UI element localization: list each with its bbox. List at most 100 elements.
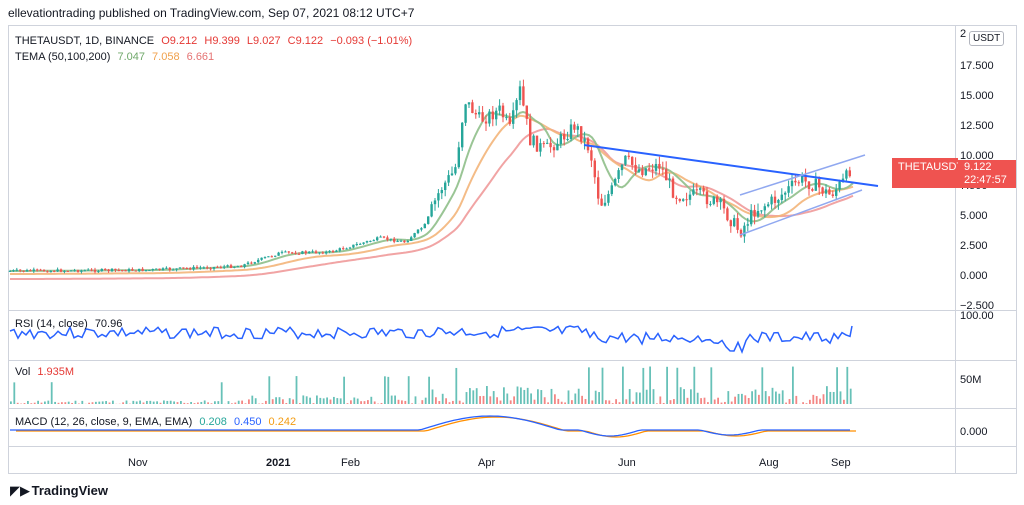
candle-body xyxy=(410,237,413,241)
candle-body xyxy=(206,267,209,269)
volume-bar xyxy=(227,401,230,404)
candle-body xyxy=(685,199,688,201)
price-tick: 2.500 xyxy=(960,240,988,252)
candle-body xyxy=(12,270,15,272)
volume-bar xyxy=(503,387,505,404)
symbol-legend: THETAUSDT, 1D, BINANCE O9.212 H9.399 L9.… xyxy=(15,35,416,47)
candle-body xyxy=(518,86,522,101)
candle-body xyxy=(274,255,277,257)
macd-line xyxy=(10,415,850,437)
candle-body xyxy=(699,188,702,190)
currency-button[interactable]: USDT xyxy=(969,31,1005,46)
volume-bar xyxy=(605,400,607,404)
candle-body xyxy=(552,147,556,151)
volume-bar xyxy=(713,399,716,404)
volume-bar xyxy=(724,401,726,404)
volume-bar xyxy=(445,398,447,404)
candle-body xyxy=(831,194,834,196)
volume-bar xyxy=(411,403,413,404)
candle-body xyxy=(15,269,18,271)
tema-line-200 xyxy=(10,127,854,280)
candle-body xyxy=(675,197,678,200)
volume-bar xyxy=(758,394,760,404)
volume-bar xyxy=(577,388,580,404)
rsi-label[interactable]: RSI (14, close) xyxy=(15,318,88,330)
volume-bar xyxy=(353,397,356,404)
candle-body xyxy=(447,175,450,183)
macd-legend: MACD (12, 26, close, 9, EMA, EMA) 0.208 … xyxy=(15,416,300,428)
volume-bar xyxy=(282,399,284,404)
candle-body xyxy=(423,223,426,229)
price-tick: 0.000 xyxy=(960,270,988,282)
time-tick: Aug xyxy=(759,457,779,469)
candle-body xyxy=(399,240,403,242)
volume-bar xyxy=(234,402,237,404)
volume-bar xyxy=(788,399,791,404)
candle-body xyxy=(42,269,46,272)
price-tick: 17.500 xyxy=(960,60,994,72)
pane-separator-time xyxy=(8,446,1017,447)
tema-legend: TEMA (50,100,200) 7.047 7.058 6.661 xyxy=(15,51,218,63)
volume-bar xyxy=(659,396,662,404)
volume-bar xyxy=(560,401,563,404)
volume-bar xyxy=(679,387,682,404)
candle-body xyxy=(488,111,491,124)
symbol-name[interactable]: THETAUSDT, 1D, BINANCE xyxy=(15,35,155,47)
candle-body xyxy=(498,105,501,111)
candle-body xyxy=(753,209,756,217)
candle-body xyxy=(124,270,127,272)
candle-body xyxy=(522,86,525,106)
volume-bar xyxy=(761,367,764,404)
tema-label[interactable]: TEMA (50,100,200) xyxy=(15,51,111,63)
rsi-line xyxy=(9,325,853,354)
volume-bar xyxy=(771,387,774,404)
candle-body xyxy=(311,251,314,253)
candle-body xyxy=(658,163,661,169)
volume-bar xyxy=(727,391,730,404)
candle-body xyxy=(362,242,365,244)
candle-body xyxy=(736,218,739,230)
volume-bar xyxy=(452,400,454,404)
volume-bar xyxy=(720,402,723,404)
candle-body xyxy=(678,199,681,201)
candle-body xyxy=(144,270,148,272)
candle-body xyxy=(695,189,698,191)
candle-body xyxy=(178,267,182,269)
candle-body xyxy=(828,189,831,195)
volume-bar xyxy=(591,400,594,404)
tradingview-logo[interactable]: ◤▶ TradingView xyxy=(10,483,108,499)
volume-bar xyxy=(343,376,345,404)
candle-body xyxy=(603,202,607,206)
volume-bar xyxy=(700,398,702,404)
macd-value-3: 0.242 xyxy=(268,416,297,428)
volume-bar xyxy=(387,376,390,404)
volume-bar xyxy=(567,390,570,404)
candle-body xyxy=(848,170,851,177)
volume-bar xyxy=(431,389,434,404)
volume-bar xyxy=(469,388,471,404)
rsi-legend: RSI (14, close) 70.96 xyxy=(15,318,126,330)
volume-bar xyxy=(312,403,315,404)
candle-body xyxy=(586,138,590,151)
volume-bar xyxy=(809,399,811,404)
tradingview-logo-icon: ◤▶ xyxy=(10,483,30,498)
volume-bar xyxy=(778,393,781,404)
volume-bar xyxy=(472,390,475,404)
macd-label[interactable]: MACD (12, 26, close, 9, EMA, EMA) xyxy=(15,416,193,428)
publisher-caption: ellevationtrading published on TradingVi… xyxy=(8,6,415,20)
candle-body xyxy=(246,262,250,265)
volume-bar xyxy=(557,398,560,404)
volume-value: 1.935M xyxy=(37,366,75,378)
volume-label[interactable]: Vol xyxy=(15,366,31,378)
volume-bar xyxy=(292,399,294,404)
candle-body xyxy=(546,142,549,144)
volume-bar xyxy=(676,367,679,404)
volume-bar xyxy=(169,400,172,404)
volume-bar xyxy=(363,401,366,404)
volume-bar xyxy=(819,398,821,404)
volume-bar xyxy=(584,399,587,404)
candle-body xyxy=(651,169,654,171)
volume-bar xyxy=(197,402,199,404)
time-tick: Nov xyxy=(128,457,148,469)
